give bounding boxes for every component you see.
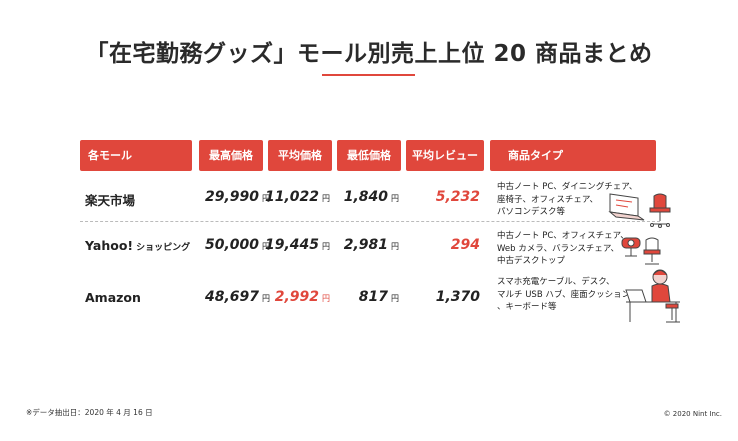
table-row: Amazon 48,697 円 2,992 円 817 円 1,370 (80, 289, 660, 313)
avg-price: 11,022 円 (264, 189, 330, 205)
webcam-chair-illustration (621, 237, 661, 265)
row-divider (80, 221, 660, 222)
header-min-price: 最低価格 (337, 140, 401, 171)
product-types: 中古ノート PC、ダイニングチェア、 座椅子、オフィスチェア、 パソコンデスク等 (497, 182, 638, 217)
copyright: © 2020 Nint Inc. (663, 410, 722, 418)
title-underline (322, 74, 415, 76)
max-price: 50,000 円 (204, 237, 270, 253)
avg-reviews: 5,232 (435, 189, 480, 205)
max-price: 48,697 円 (204, 289, 270, 305)
max-price: 29,990 円 (204, 189, 270, 205)
store-name: 楽天市場 (85, 193, 136, 208)
min-price: 2,981 円 (343, 237, 399, 253)
avg-reviews: 1,370 (435, 289, 480, 305)
min-price: 1,840 円 (343, 189, 399, 205)
avg-price: 19,445 円 (264, 237, 330, 253)
table-row: 楽天市場 29,990 円 11,022 円 1,840 円 5,232 (80, 189, 660, 213)
header-store: 各モール (80, 140, 192, 171)
page-title: 「在宅勤務グッズ」モール別売上上位 20 商品まとめ (85, 41, 653, 67)
footnote: ※データ抽出日：2020 年 4 月 16 日 (26, 408, 153, 417)
product-types: スマホ充電ケーブル、デスク、 マルチ USB ハブ、座面クッション 、キーボード等 (497, 277, 631, 312)
min-price: 817 円 (358, 289, 399, 305)
header-max-price: 最高価格 (199, 140, 263, 171)
laptop-chair-illustration (608, 193, 671, 228)
product-types: 中古ノート PC、オフィスチェア、 Web カメラ、バランスチェア、 中古デスクトッ… (497, 231, 629, 266)
header-avg-reviews: 平均レビュー (406, 140, 484, 171)
person-working-illustration (625, 269, 680, 323)
store-name: Amazon (85, 290, 141, 305)
table-row: Yahoo! ショッピング 50,000 円 19,445 円 2,981 円 294 (80, 237, 660, 261)
header-avg-price: 平均価格 (268, 140, 332, 171)
store-name: Yahoo! ショッピング (85, 238, 191, 253)
avg-reviews: 294 (450, 237, 480, 253)
header-product-types: 商品タイプ (490, 140, 656, 171)
avg-price: 2,992 円 (274, 289, 330, 305)
